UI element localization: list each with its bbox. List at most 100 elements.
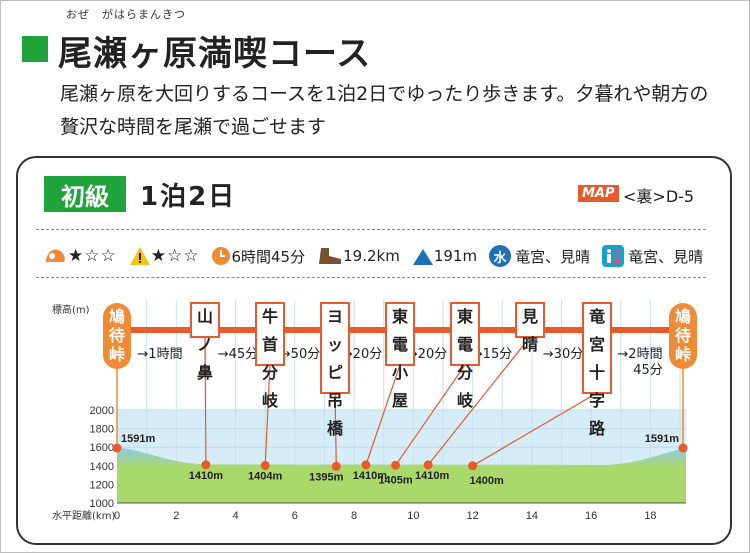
course-description: 尾瀬ヶ原を大回りするコースを1泊2日でゆったり歩きます。夕暮れや朝方の贅沢な時間… xyxy=(60,83,709,138)
station-box xyxy=(385,302,415,366)
mountain-icon xyxy=(412,246,434,266)
station-connector xyxy=(395,364,466,466)
elevation-label: 1400m xyxy=(469,475,503,487)
terminal-name-char: 待 xyxy=(109,326,125,345)
segment-time: →20分 xyxy=(407,347,447,362)
segment-time: →1時間 xyxy=(137,347,182,362)
station-point xyxy=(201,460,211,470)
segment-time: →50分 xyxy=(280,347,320,362)
elevation-label: 1410m xyxy=(189,470,223,482)
station-name-char: ヨ xyxy=(327,307,343,326)
terminal-badge xyxy=(669,303,697,369)
station-name-char: 分 xyxy=(457,363,473,382)
station-name-char: 橋 xyxy=(327,419,344,438)
stamina-icon xyxy=(44,246,68,266)
x-tick-label: 2 xyxy=(173,510,179,522)
segment-time: →20分 xyxy=(342,347,382,362)
boot-icon xyxy=(317,246,343,266)
station-point xyxy=(391,460,401,470)
x-tick-label: 16 xyxy=(585,510,597,522)
terminal-name-char: 鳩 xyxy=(675,307,691,326)
page-title: 尾瀬ヶ原満喫コース xyxy=(58,34,372,74)
time-value: 6時間45分 xyxy=(231,247,306,266)
terminal-name-char: 峠 xyxy=(109,345,125,364)
y-tick-label: 2000 xyxy=(90,405,114,417)
station-point xyxy=(112,443,122,453)
station-point xyxy=(678,443,688,453)
station-point xyxy=(423,460,433,470)
clock-icon xyxy=(211,246,231,266)
station-name-char: 宮 xyxy=(589,335,605,354)
x-tick-label: 8 xyxy=(351,510,357,522)
x-axis-label: 水平距離(km) xyxy=(52,509,115,522)
station-box xyxy=(190,302,220,338)
station-box xyxy=(255,302,285,366)
station-name-char: 電 xyxy=(392,335,408,354)
elevation-label: 1395m xyxy=(309,471,343,483)
segment-time: →45分 xyxy=(218,347,258,362)
x-tick-label: 18 xyxy=(644,510,656,522)
station-name-char: ノ xyxy=(197,335,213,354)
station-name-char: 山 xyxy=(197,307,213,326)
station-name-char: 電 xyxy=(457,335,473,354)
terminal-name-char: 峠 xyxy=(675,345,691,364)
stamina-stars: ★☆☆ xyxy=(68,246,117,266)
station-name-char: 東 xyxy=(457,307,473,326)
divider-top xyxy=(36,229,706,230)
toilet-icon xyxy=(602,245,625,267)
station-name-char: 字 xyxy=(589,391,605,410)
elevation-label: 1405m xyxy=(378,474,412,486)
station-connector xyxy=(334,392,337,467)
map-badge[interactable]: MAP xyxy=(578,185,619,202)
station-name-char: 吊 xyxy=(327,391,343,410)
x-tick-label: 6 xyxy=(292,510,298,522)
station-name-char: 見 xyxy=(521,307,538,326)
level-badge: 初級 xyxy=(44,176,126,212)
terrain-area xyxy=(117,448,686,503)
station-point xyxy=(468,461,478,471)
x-tick-label: 10 xyxy=(407,510,419,522)
divider-bottom xyxy=(36,277,706,278)
elevation-label: 1591m xyxy=(645,433,679,445)
course-info-row: ★☆☆ ★☆☆ 6時間45分 19.2km 191m 水 竜宮、見晴 竜宮、見晴 xyxy=(44,240,703,272)
water-icon: 水 xyxy=(489,245,512,267)
station-name-char: 首 xyxy=(262,335,278,354)
y-axis-label: 標高(m) xyxy=(52,303,90,316)
station-name-char: 分 xyxy=(262,363,278,382)
station-box xyxy=(582,302,612,394)
station-name-char: ッ xyxy=(327,335,343,354)
station-point xyxy=(260,460,270,470)
station-name-char: 牛 xyxy=(262,307,278,326)
map-reference[interactable]: <裏>D-5 xyxy=(623,187,695,206)
duration-label: 1泊2日 xyxy=(140,182,237,212)
station-name-char: ピ xyxy=(327,363,343,382)
terminal-name-char: 待 xyxy=(675,326,691,345)
elevation-value: 191m xyxy=(433,247,478,265)
x-tick-label: 4 xyxy=(232,510,238,522)
elevation-label: 1591m xyxy=(121,433,155,445)
station-point xyxy=(361,460,371,470)
course-card xyxy=(16,156,732,545)
warning-icon xyxy=(129,246,151,266)
y-tick-label: 1400 xyxy=(90,461,114,473)
station-connector xyxy=(472,392,598,467)
title-ruby: おぜ がはらまんきつ xyxy=(66,8,186,21)
station-name-char: 鼻 xyxy=(197,363,213,382)
station-box xyxy=(450,302,480,366)
station-connector xyxy=(264,364,271,466)
station-box xyxy=(515,302,545,338)
title-bullet xyxy=(22,36,48,62)
station-connector xyxy=(204,336,207,465)
elevation-label: 1404m xyxy=(248,470,282,482)
toilet-places: 竜宮、見晴 xyxy=(628,247,704,266)
segment-time: →2時間 xyxy=(617,347,662,362)
segment-time: →15分 xyxy=(472,347,512,362)
elevation-label: 1410m xyxy=(415,470,449,482)
elevation-label: 1410m xyxy=(353,470,387,482)
y-tick-label: 1800 xyxy=(90,424,114,436)
station-name-char: 路 xyxy=(589,419,606,438)
difficulty-stars: ★☆☆ xyxy=(150,246,200,266)
segment-time: →30分 xyxy=(543,347,583,362)
station-name-char: 竜 xyxy=(589,307,605,326)
